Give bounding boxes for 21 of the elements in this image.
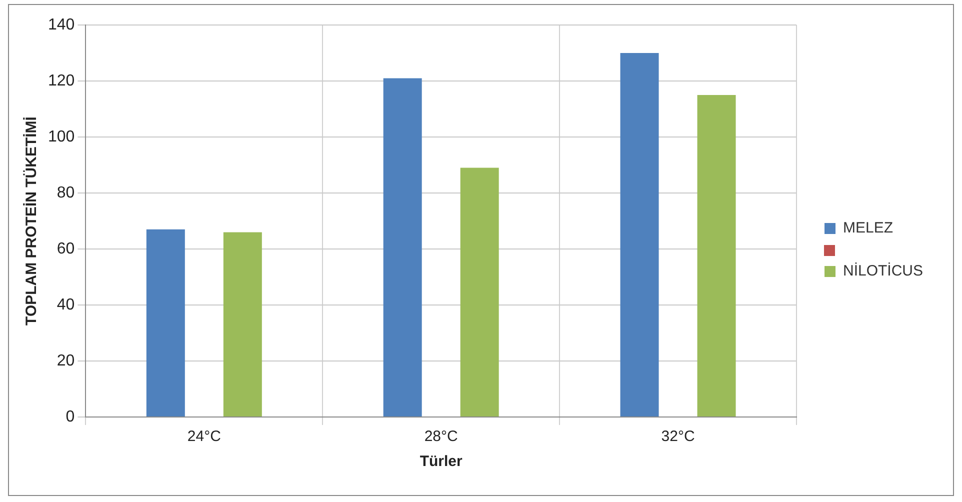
- bar: [620, 53, 659, 416]
- bar: [146, 229, 185, 416]
- y-tick-label: 20: [56, 352, 75, 370]
- y-tick-label: 120: [48, 72, 75, 90]
- y-tick-label: 0: [66, 408, 75, 426]
- bar: [460, 168, 499, 416]
- y-tick-label: 60: [56, 240, 75, 258]
- x-tick-label: 24°C: [187, 428, 222, 446]
- y-axis-title: TOPLAM PROTEİN TÜKETİMİ: [23, 116, 40, 326]
- x-tick-label: 32°C: [661, 428, 695, 446]
- y-tick-label: 40: [56, 296, 75, 314]
- bar: [223, 232, 262, 416]
- legend-label: NİLOTİCUS: [842, 262, 924, 280]
- legend-label: MELEZ: [842, 220, 894, 237]
- y-tick-label: 100: [48, 128, 75, 146]
- bar: [697, 95, 736, 416]
- x-tick-label: 28°C: [424, 428, 458, 446]
- bar: [383, 78, 422, 416]
- x-axis-title: Türler: [420, 453, 463, 470]
- y-tick-label: 80: [56, 184, 75, 202]
- y-tick-label: 140: [48, 16, 75, 34]
